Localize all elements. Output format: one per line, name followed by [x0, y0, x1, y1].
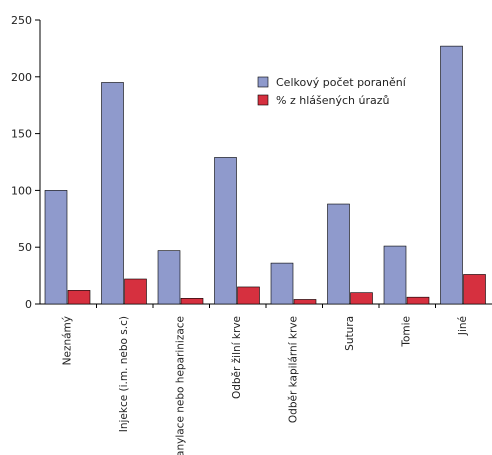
legend-label-series-0: Celkový počet poranění — [276, 76, 407, 89]
bar-series-0-1 — [101, 82, 124, 305]
bar-series-0-4 — [270, 262, 294, 305]
bar-series-1-4 — [293, 299, 317, 305]
x-tick-label: Jiné — [457, 316, 469, 336]
bars — [44, 45, 486, 305]
bar-series-0-2 — [157, 250, 181, 305]
legend-swatch-series-0 — [257, 76, 269, 88]
x-tick-label: Sutura — [344, 316, 356, 351]
legend-swatch-series-1 — [257, 94, 269, 106]
y-tick-label: 200 — [11, 71, 32, 84]
bar-series-1-1 — [124, 278, 147, 305]
y-tick-label: 250 — [11, 14, 32, 27]
y-tick-label: 150 — [11, 128, 32, 141]
x-tick-label: Kanylace nebo heparinizace — [174, 316, 186, 455]
bar-series-1-5 — [350, 292, 373, 305]
bar-series-1-7 — [463, 274, 486, 305]
bar-series-0-0 — [44, 190, 68, 305]
legend: Celkový počet poranění % z hlášených úra… — [257, 76, 407, 107]
bar-series-1-0 — [67, 290, 91, 305]
y-tick-label: 0 — [25, 298, 32, 311]
x-axis — [40, 303, 492, 308]
bar-series-1-6 — [406, 296, 430, 305]
x-tick-label: Odběr žilní krve — [231, 316, 243, 399]
x-tick-label: Tomie — [400, 316, 412, 348]
bar-series-1-3 — [237, 286, 260, 305]
bar-series-0-7 — [440, 45, 463, 305]
x-tick-label: Injekce (i.m. nebo s.c) — [118, 316, 130, 432]
bar-series-0-6 — [383, 245, 407, 305]
x-tick-label: Odběr kapilární krve — [287, 316, 299, 423]
y-tick-label: 100 — [11, 184, 32, 197]
y-tick-label: 50 — [18, 241, 32, 254]
bar-series-0-3 — [214, 157, 237, 305]
y-axis: 0 50 100 150 200 250 — [11, 14, 41, 311]
bar-series-0-5 — [327, 203, 350, 305]
x-tick-label: Neznámý — [61, 316, 73, 365]
legend-label-series-1: % z hlášených úrazů — [276, 94, 389, 107]
bar-series-1-2 — [180, 298, 204, 305]
x-tick-labels: Neznámý Injekce (i.m. nebo s.c) Kanylace n… — [61, 316, 469, 455]
